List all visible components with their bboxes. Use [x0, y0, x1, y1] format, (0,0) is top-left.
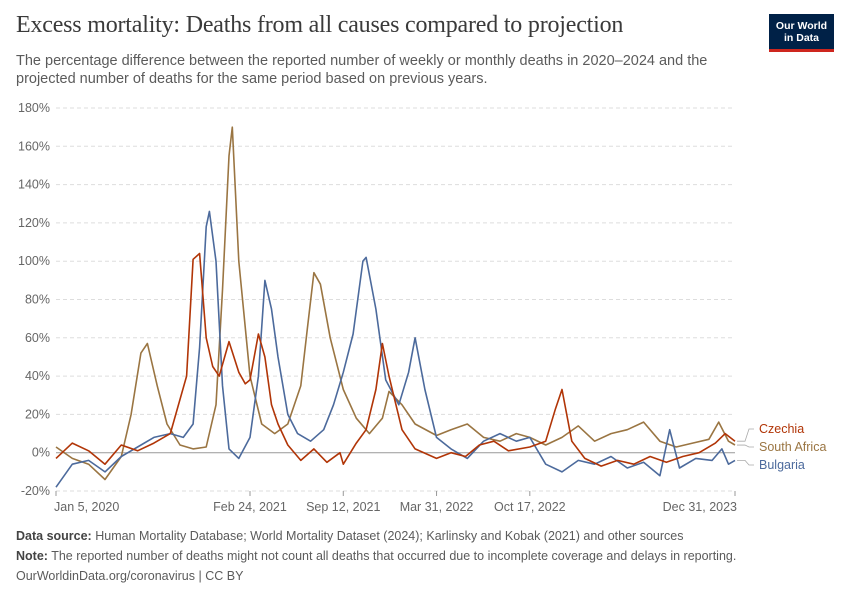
chart-subtitle: The percentage difference between the re… — [16, 53, 708, 87]
credit-license: | CC BY — [195, 569, 244, 583]
logo-line-1: Our World — [775, 20, 828, 32]
chart-title: Excess mortality: Deaths from all causes… — [16, 12, 624, 38]
y-tick-label: 60% — [25, 331, 50, 345]
owid-logo[interactable]: Our World in Data — [769, 14, 834, 52]
credit-link[interactable]: OurWorldinData.org/coronavirus — [16, 569, 196, 583]
series-line-czechia — [55, 252, 736, 467]
source-label: Data source: — [16, 529, 92, 543]
legend-connector — [737, 444, 754, 448]
y-tick-label: 80% — [25, 293, 50, 307]
x-tick-label: Oct 17, 2022 — [494, 500, 566, 514]
footer-note: Note: The reported number of deaths migh… — [16, 549, 736, 563]
y-tick-label: 140% — [18, 178, 50, 192]
logo-line-2: in Data — [783, 32, 819, 44]
series-label-czechia: Czechia — [759, 422, 804, 436]
series-line-south-africa — [55, 126, 736, 481]
y-tick-label: -20% — [21, 484, 50, 498]
x-tick-label: Jan 5, 2020 — [54, 500, 119, 514]
y-tick-label: 40% — [25, 369, 50, 383]
note-text: The reported number of deaths might not … — [51, 549, 737, 563]
series-label-bulgaria: Bulgaria — [759, 458, 805, 472]
y-tick-label: 120% — [18, 216, 50, 230]
y-tick-label: 160% — [18, 139, 50, 153]
y-tick-label: 180% — [18, 101, 50, 115]
y-tick-label: 0% — [32, 446, 50, 460]
legend-connector — [737, 459, 754, 466]
legend-connector — [737, 428, 754, 442]
y-tick-label: 100% — [18, 254, 50, 268]
y-tick-label: 20% — [25, 407, 50, 421]
x-tick-label: Mar 31, 2022 — [400, 500, 474, 514]
series-line-bulgaria — [55, 210, 736, 488]
x-tick-label: Dec 31, 2023 — [663, 500, 737, 514]
footer-source: Data source: Human Mortality Database; W… — [16, 529, 683, 543]
footer-credit: OurWorldinData.org/coronavirus | CC BY — [16, 569, 243, 583]
x-tick-label: Sep 12, 2021 — [306, 500, 380, 514]
x-tick-label: Feb 24, 2021 — [213, 500, 287, 514]
note-label: Note: — [16, 549, 48, 563]
source-text: Human Mortality Database; World Mortalit… — [95, 529, 684, 543]
series-label-south-africa: South Africa — [759, 440, 826, 454]
